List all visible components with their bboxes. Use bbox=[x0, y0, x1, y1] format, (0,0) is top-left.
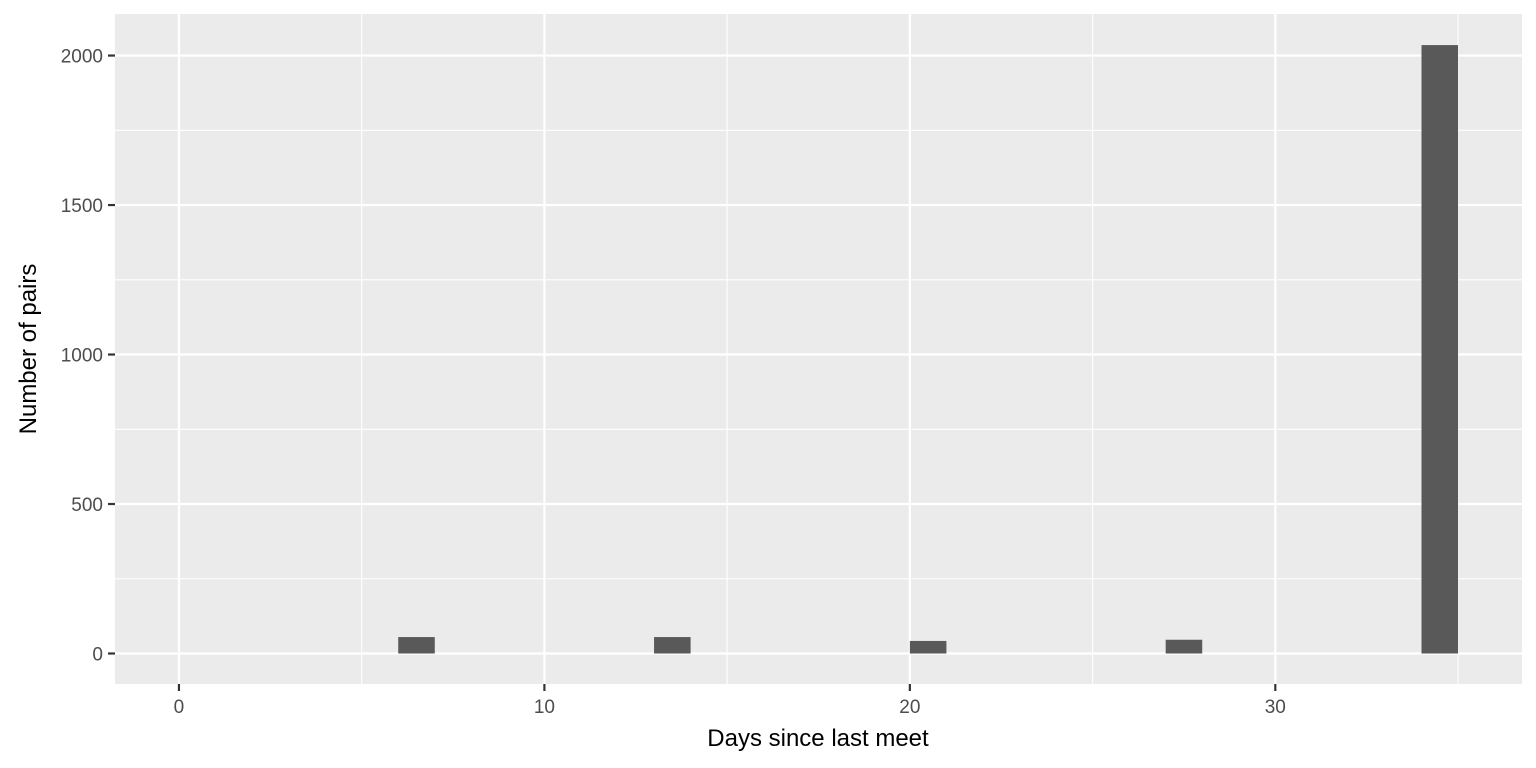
y-axis-title: Number of pairs bbox=[15, 264, 42, 435]
y-tick-label: 500 bbox=[71, 495, 103, 516]
x-tick-label: 30 bbox=[1265, 697, 1286, 718]
histogram-bar bbox=[1421, 45, 1459, 654]
x-tick-label: 0 bbox=[174, 697, 185, 718]
bars bbox=[398, 45, 1459, 654]
y-axis: 0 500 1000 1500 2000 bbox=[61, 47, 115, 666]
x-tick-label: 20 bbox=[899, 697, 920, 718]
y-tick-label: 1500 bbox=[61, 196, 103, 217]
histogram-bar bbox=[909, 640, 947, 654]
histogram-bar bbox=[1165, 639, 1203, 654]
grid-lines bbox=[115, 14, 1522, 684]
x-axis: 0 10 20 30 bbox=[174, 684, 1286, 718]
histogram-bar bbox=[398, 637, 435, 654]
x-tick-label: 10 bbox=[534, 697, 555, 718]
y-tick-label: 2000 bbox=[61, 47, 103, 68]
histogram-bar bbox=[654, 637, 691, 654]
y-tick-label: 0 bbox=[92, 645, 103, 666]
plot-panel bbox=[115, 14, 1522, 684]
y-tick-label: 1000 bbox=[61, 346, 103, 367]
x-axis-title: Days since last meet bbox=[707, 725, 929, 752]
